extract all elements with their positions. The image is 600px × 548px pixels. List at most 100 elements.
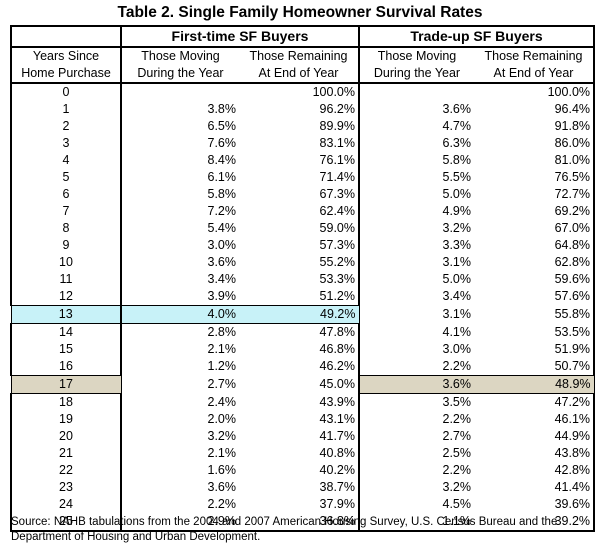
first-remaining-cell: 62.4% — [239, 203, 360, 220]
trade-remaining-cell: 53.5% — [474, 323, 596, 341]
table-row: 20 3.2% 41.7% 2.7% 44.9% — [10, 428, 596, 445]
years-cell: 24 — [10, 496, 122, 513]
first-remaining-cell: 45.0% — [239, 375, 360, 394]
trade-moving-cell: 3.3% — [442, 238, 472, 252]
first-moving-cell: 3.9% — [207, 289, 237, 303]
trade-remaining-cell: 81.0% — [474, 152, 596, 169]
first-moving-cell: 7.2% — [207, 204, 237, 218]
first-remaining-cell: 37.9% — [239, 496, 360, 513]
first-remaining-cell: 53.3% — [239, 271, 360, 288]
trade-remaining-cell: 76.5% — [474, 169, 596, 186]
first-moving-cell: 4.0% — [121, 305, 239, 324]
table-row: 8 5.4% 59.0% 3.2% 67.0% — [10, 220, 596, 237]
trade-up-buyers-header: Trade-up SF Buyers — [359, 25, 596, 48]
trade-moving-cell: 5.0% — [442, 187, 472, 201]
first-moving-cell: 2.1% — [207, 342, 237, 356]
first-remaining-header-line1: Those Remaining — [239, 47, 360, 65]
trade-moving-cell — [359, 83, 474, 101]
trade-remaining-cell: 46.1% — [474, 411, 596, 428]
first-remaining-cell: 67.3% — [239, 186, 360, 203]
years-cell: 23 — [10, 479, 122, 496]
trade-moving-cell: 2.2% — [442, 359, 472, 373]
table-row: 5 6.1% 71.4% 5.5% 76.5% — [10, 169, 596, 186]
first-moving-cell: 3.4% — [207, 272, 237, 286]
table-row: 16 1.2% 46.2% 2.2% 50.7% — [10, 358, 596, 376]
first-moving-cell: 3.2% — [207, 429, 237, 443]
trade-moving-cell: 4.7% — [442, 119, 472, 133]
years-cell: 10 — [10, 254, 122, 271]
trade-moving-cell: 3.5% — [442, 395, 472, 409]
first-remaining-cell: 59.0% — [239, 220, 360, 237]
trade-moving-cell: 5.0% — [442, 272, 472, 286]
trade-remaining-cell: 69.2% — [474, 203, 596, 220]
trade-remaining-cell: 86.0% — [474, 135, 596, 152]
table-row: 12 3.9% 51.2% 3.4% 57.6% — [10, 288, 596, 306]
trade-moving-cell: 3.1% — [442, 307, 472, 321]
trade-remaining-cell: 48.9% — [474, 375, 595, 394]
trade-remaining-cell: 50.7% — [474, 358, 596, 376]
trade-moving-header-line2: During the Year — [359, 65, 474, 84]
first-remaining-cell: 46.2% — [239, 358, 360, 376]
trade-remaining-cell: 91.8% — [474, 118, 596, 135]
table-row: 15 2.1% 46.8% 3.0% 51.9% — [10, 341, 596, 358]
years-cell: 15 — [10, 341, 122, 358]
trade-moving-cell: 3.6% — [358, 375, 474, 394]
first-moving-cell: 7.6% — [207, 136, 237, 150]
trade-moving-cell: 2.2% — [442, 412, 472, 426]
first-remaining-cell: 49.2% — [239, 305, 360, 324]
trade-remaining-cell: 100.0% — [474, 83, 596, 101]
first-moving-cell: 3.6% — [207, 480, 237, 494]
trade-moving-cell: 4.9% — [442, 204, 472, 218]
table-row: 11 3.4% 53.3% 5.0% 59.6% — [10, 271, 596, 288]
first-moving-cell: 1.2% — [207, 359, 237, 374]
years-cell: 5 — [10, 169, 122, 186]
table-row: 4 8.4% 76.1% 5.8% 81.0% — [10, 152, 596, 169]
trade-moving-cell: 4.5% — [442, 497, 472, 511]
trade-moving-cell: 6.3% — [442, 136, 472, 150]
years-cell: 12 — [10, 288, 122, 306]
trade-remaining-cell: 55.8% — [474, 305, 596, 324]
first-moving-header-line2: During the Year — [121, 65, 239, 84]
first-remaining-cell: 46.8% — [239, 341, 360, 358]
trade-remaining-header-line2: At End of Year — [474, 65, 596, 84]
years-cell: 11 — [10, 271, 122, 288]
trade-remaining-cell: 59.6% — [474, 271, 596, 288]
trade-remaining-cell: 43.8% — [474, 445, 596, 462]
first-remaining-cell: 100.0% — [239, 83, 360, 101]
table-title: Table 2. Single Family Homeowner Surviva… — [117, 4, 483, 21]
survival-rates-table: First-time SF Buyers Trade-up SF Buyers … — [10, 25, 596, 532]
years-cell: 9 — [10, 237, 122, 254]
table-row: 13 4.0% 49.2% 3.1% 55.8% — [10, 305, 596, 324]
trade-moving-cell: 3.4% — [442, 289, 472, 304]
first-remaining-cell: 83.1% — [239, 135, 360, 152]
first-moving-cell: 5.4% — [207, 221, 237, 235]
first-remaining-cell: 51.2% — [239, 288, 360, 306]
first-remaining-cell: 55.2% — [239, 254, 360, 271]
table-row: 24 2.2% 37.9% 4.5% 39.6% — [10, 496, 596, 513]
first-remaining-cell: 71.4% — [239, 169, 360, 186]
years-cell: 7 — [10, 203, 122, 220]
table-row: 9 3.0% 57.3% 3.3% 64.8% — [10, 237, 596, 254]
trade-moving-cell: 3.2% — [442, 480, 472, 494]
table-row: 14 2.8% 47.8% 4.1% 53.5% — [10, 323, 596, 341]
first-moving-cell: 8.4% — [207, 153, 237, 167]
years-cell: 22 — [10, 462, 122, 479]
table-row: 22 1.6% 40.2% 2.2% 42.8% — [10, 462, 596, 479]
trade-moving-cell: 5.8% — [442, 153, 472, 167]
first-time-buyers-header: First-time SF Buyers — [121, 25, 360, 48]
first-moving-cell: 1.6% — [207, 463, 237, 477]
first-moving-cell: 2.4% — [207, 394, 237, 409]
trade-moving-cell: 3.1% — [442, 255, 472, 269]
first-remaining-cell: 47.8% — [239, 323, 360, 341]
first-remaining-cell: 76.1% — [239, 152, 360, 169]
table-body: 0 100.0% 100.0% 1 3.8% 96.2% 3.6% 96.4% 2 6.5% 89.… — [10, 83, 596, 532]
years-cell: 25 — [10, 513, 122, 532]
first-remaining-cell: 57.3% — [239, 237, 360, 254]
first-moving-cell: 5.8% — [207, 187, 237, 201]
trade-remaining-cell: 39.2% — [474, 513, 596, 532]
years-cell: 1 — [10, 101, 122, 118]
first-moving-cell: 2.9% — [121, 513, 239, 532]
table-row: 1 3.8% 96.2% 3.6% 96.4% — [10, 101, 596, 118]
first-remaining-cell: 41.7% — [239, 428, 360, 445]
first-moving-cell: 2.1% — [207, 446, 237, 460]
